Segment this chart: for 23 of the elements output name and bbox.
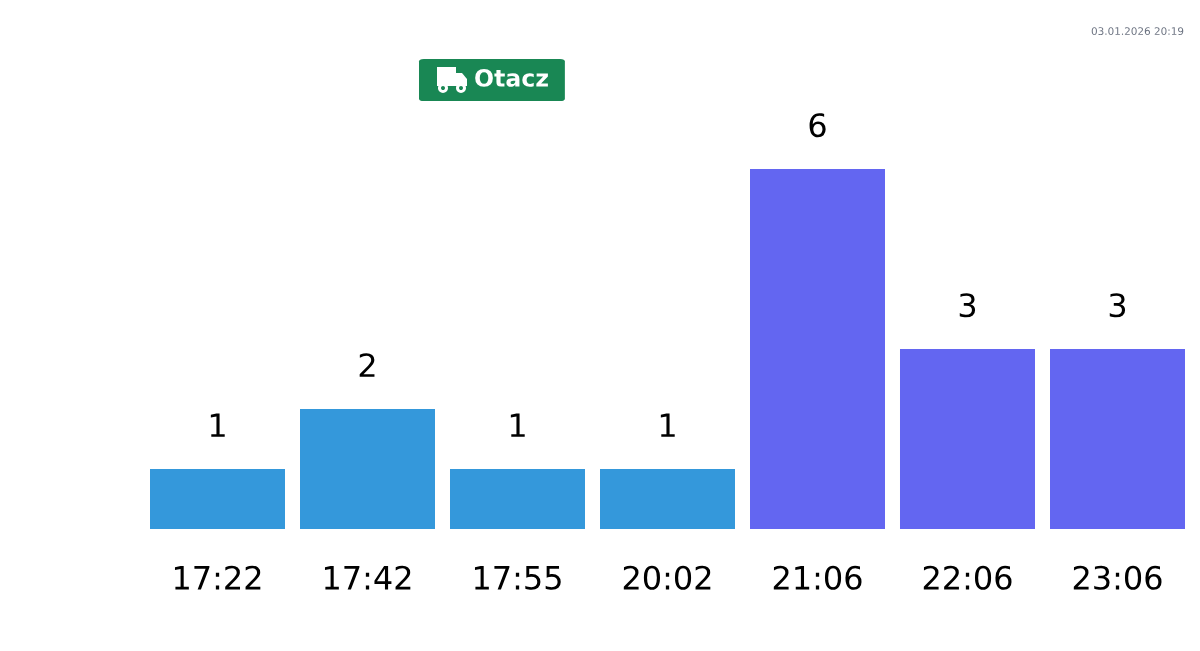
bar bbox=[450, 469, 585, 529]
bar bbox=[150, 469, 285, 529]
bar bbox=[750, 169, 885, 529]
data-label: 1 bbox=[510, 413, 525, 437]
data-label: 2 bbox=[359, 353, 375, 377]
data-label: 6 bbox=[809, 113, 826, 138]
data-label: 1 bbox=[210, 413, 225, 437]
x-tick-label: 17:55 bbox=[474, 566, 561, 590]
bar bbox=[900, 349, 1035, 529]
bar bbox=[300, 409, 435, 529]
x-tick-label: 17:22 bbox=[174, 565, 261, 590]
bar bbox=[600, 469, 735, 529]
data-label: 3 bbox=[959, 293, 976, 318]
x-tick-label: 17:42 bbox=[324, 565, 411, 590]
x-tick-label: 21:06 bbox=[773, 565, 862, 590]
text: 03.01.2026 20:19 bbox=[1091, 27, 1184, 36]
data-label: 1 bbox=[660, 413, 675, 437]
data-label: 3 bbox=[1109, 293, 1126, 318]
x-tick-label: 20:02 bbox=[623, 565, 711, 590]
bar bbox=[1050, 349, 1185, 529]
x-tick-label: 22:06 bbox=[923, 565, 1012, 590]
chart-title: Otacz bbox=[475, 68, 548, 87]
x-tick-label: 23:06 bbox=[1073, 565, 1162, 590]
